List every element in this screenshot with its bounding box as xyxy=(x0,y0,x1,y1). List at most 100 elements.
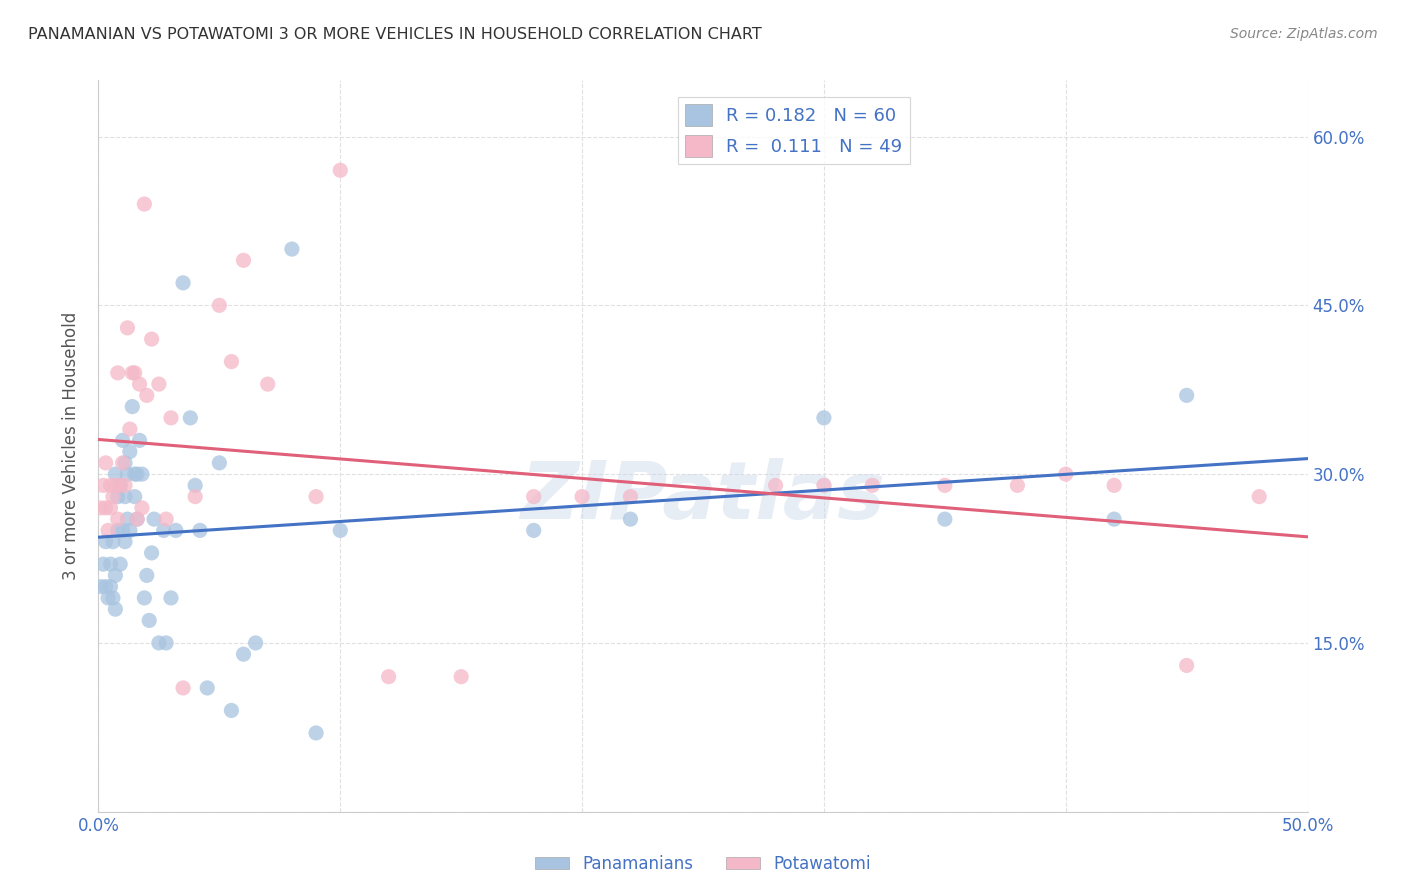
Point xyxy=(111,434,134,448)
Point xyxy=(91,478,114,492)
Point xyxy=(131,467,153,482)
Point xyxy=(281,242,304,256)
Point xyxy=(813,478,835,492)
Point xyxy=(131,500,153,515)
Point xyxy=(143,512,166,526)
Point xyxy=(114,478,136,492)
Point xyxy=(100,557,122,571)
Point xyxy=(101,490,124,504)
Point xyxy=(135,568,157,582)
Point xyxy=(619,512,641,526)
Point xyxy=(155,636,177,650)
Point xyxy=(114,490,136,504)
Point xyxy=(523,524,546,538)
Point xyxy=(104,568,127,582)
Point xyxy=(160,410,183,425)
Point xyxy=(1102,512,1125,526)
Point xyxy=(108,478,131,492)
Point xyxy=(94,500,117,515)
Point xyxy=(104,478,127,492)
Point xyxy=(141,546,163,560)
Point xyxy=(148,636,170,650)
Point xyxy=(256,377,278,392)
Point xyxy=(813,410,835,425)
Point xyxy=(107,366,129,380)
Point xyxy=(165,524,187,538)
Point xyxy=(121,400,143,414)
Point xyxy=(232,647,254,661)
Point xyxy=(90,580,112,594)
Point xyxy=(111,456,134,470)
Point xyxy=(100,478,122,492)
Point xyxy=(94,534,117,549)
Point xyxy=(134,197,156,211)
Point xyxy=(934,478,956,492)
Point xyxy=(107,524,129,538)
Y-axis label: 3 or more Vehicles in Household: 3 or more Vehicles in Household xyxy=(62,312,80,580)
Point xyxy=(208,298,231,312)
Point xyxy=(114,534,136,549)
Point xyxy=(135,388,157,402)
Point xyxy=(221,354,243,368)
Point xyxy=(1249,490,1271,504)
Point xyxy=(124,490,146,504)
Point xyxy=(765,478,787,492)
Point xyxy=(94,580,117,594)
Point xyxy=(127,467,149,482)
Point xyxy=(245,636,267,650)
Point xyxy=(108,478,131,492)
Point xyxy=(305,490,328,504)
Point xyxy=(184,490,207,504)
Point xyxy=(450,670,472,684)
Point xyxy=(104,602,127,616)
Point xyxy=(97,524,120,538)
Point xyxy=(188,524,211,538)
Point xyxy=(141,332,163,346)
Point xyxy=(104,467,127,482)
Point xyxy=(108,557,131,571)
Point xyxy=(148,377,170,392)
Point xyxy=(138,614,160,628)
Point xyxy=(117,512,139,526)
Point xyxy=(377,670,399,684)
Point xyxy=(184,478,207,492)
Point xyxy=(179,410,201,425)
Point xyxy=(107,512,129,526)
Legend: R = 0.182   N = 60, R =  0.111   N = 49: R = 0.182 N = 60, R = 0.111 N = 49 xyxy=(678,96,910,164)
Point xyxy=(860,478,883,492)
Point xyxy=(90,500,112,515)
Point xyxy=(221,703,243,717)
Point xyxy=(329,163,352,178)
Point xyxy=(1054,467,1077,482)
Point xyxy=(571,490,593,504)
Point xyxy=(619,490,641,504)
Point xyxy=(1102,478,1125,492)
Point xyxy=(107,490,129,504)
Point xyxy=(94,456,117,470)
Text: ZIPatlas: ZIPatlas xyxy=(520,458,886,536)
Point xyxy=(172,276,194,290)
Point xyxy=(523,490,546,504)
Point xyxy=(97,591,120,605)
Point xyxy=(934,512,956,526)
Point xyxy=(91,557,114,571)
Point xyxy=(101,534,124,549)
Point xyxy=(1175,388,1198,402)
Point xyxy=(127,512,149,526)
Point xyxy=(329,524,352,538)
Legend: Panamanians, Potawatomi: Panamanians, Potawatomi xyxy=(529,848,877,880)
Point xyxy=(1007,478,1029,492)
Point xyxy=(124,467,146,482)
Point xyxy=(232,253,254,268)
Point xyxy=(155,512,177,526)
Text: Source: ZipAtlas.com: Source: ZipAtlas.com xyxy=(1230,27,1378,41)
Point xyxy=(100,580,122,594)
Point xyxy=(100,500,122,515)
Point xyxy=(128,434,150,448)
Point xyxy=(134,591,156,605)
Point xyxy=(118,422,141,436)
Point xyxy=(128,377,150,392)
Point xyxy=(117,467,139,482)
Point xyxy=(160,591,183,605)
Point xyxy=(305,726,328,740)
